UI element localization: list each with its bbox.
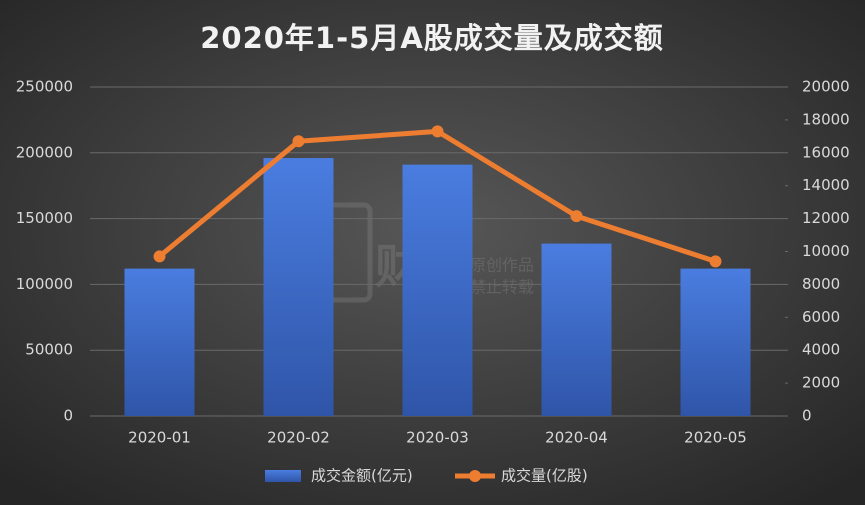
- y2-tick-label: 18000: [802, 110, 850, 128]
- chart-title: 2020年1-5月A股成交量及成交额: [200, 21, 664, 55]
- line-point: [570, 210, 583, 223]
- y-tick-label: 50000: [25, 341, 73, 359]
- watermark-line: 原创作品: [470, 256, 534, 275]
- y-tick-label: 150000: [16, 209, 73, 227]
- bar: [124, 268, 195, 416]
- x-tick-label: 2020-02: [267, 429, 330, 447]
- y2-tick-label: 2000: [802, 374, 840, 392]
- bar: [402, 164, 473, 416]
- y2-tick-label: 14000: [802, 176, 850, 194]
- legend-swatch: [469, 470, 481, 482]
- y2-tick-label: 12000: [802, 209, 850, 227]
- y-tick-label: 100000: [16, 275, 73, 293]
- y2-tick-label: 4000: [802, 341, 840, 359]
- y2-tick-label: 20000: [802, 78, 850, 96]
- legend-label: 成交金额(亿元): [311, 467, 413, 485]
- y2-tick-label: 16000: [802, 143, 850, 161]
- y-tick-label: 200000: [16, 143, 73, 161]
- bar: [680, 268, 751, 416]
- y2-tick-label: 6000: [802, 308, 840, 326]
- watermark-line: 禁止转载: [470, 278, 534, 297]
- x-tick-label: 2020-05: [684, 429, 747, 447]
- line-point: [292, 135, 305, 148]
- x-tick-label: 2020-04: [545, 429, 608, 447]
- y2-tick-label: 8000: [802, 275, 840, 293]
- x-tick-label: 2020-01: [128, 429, 191, 447]
- x-tick-label: 2020-03: [406, 429, 469, 447]
- legend-swatch: [265, 470, 301, 482]
- y2-tick-label: 0: [802, 407, 812, 425]
- legend-label: 成交量(亿股): [501, 467, 588, 485]
- line-point: [431, 125, 444, 138]
- line-point: [709, 255, 722, 268]
- bar: [541, 243, 612, 416]
- bar: [263, 158, 334, 416]
- y-tick-label: 0: [63, 407, 73, 425]
- line-point: [153, 250, 166, 263]
- y-tick-label: 250000: [16, 78, 73, 96]
- y2-tick-label: 10000: [802, 242, 850, 260]
